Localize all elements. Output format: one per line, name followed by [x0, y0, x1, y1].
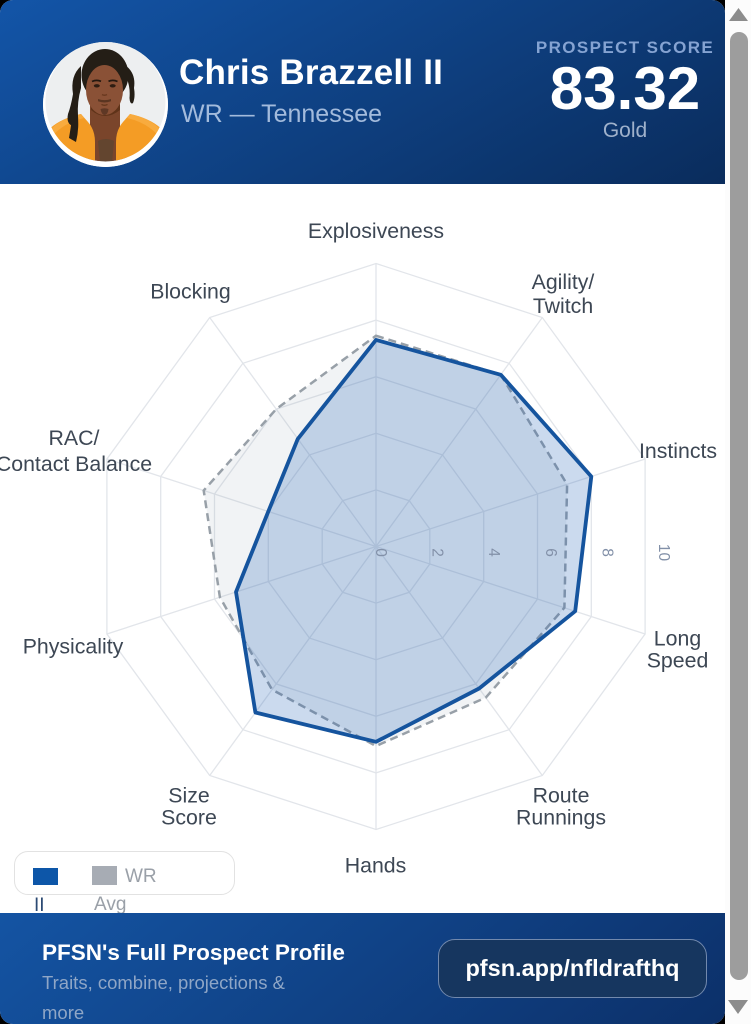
svg-text:Runnings: Runnings — [516, 806, 606, 830]
svg-text:Twitch: Twitch — [533, 294, 593, 318]
svg-text:Contact Balance: Contact Balance — [0, 452, 152, 476]
svg-text:Long: Long — [654, 627, 701, 651]
svg-text:6: 6 — [542, 548, 559, 557]
svg-text:RAC/: RAC/ — [49, 426, 100, 450]
svg-text:0: 0 — [372, 548, 389, 557]
svg-text:Route: Route — [533, 784, 590, 808]
svg-text:Agility/: Agility/ — [532, 270, 595, 294]
svg-text:Physicality: Physicality — [23, 635, 124, 659]
svg-text:Speed: Speed — [647, 649, 709, 673]
svg-text:2: 2 — [429, 548, 446, 557]
svg-text:Score: Score — [161, 806, 217, 830]
svg-text:Instincts: Instincts — [639, 439, 717, 463]
svg-text:8: 8 — [598, 548, 615, 557]
svg-text:Size: Size — [168, 784, 209, 808]
svg-text:Explosiveness: Explosiveness — [308, 219, 444, 243]
svg-text:4: 4 — [485, 548, 502, 557]
svg-text:10: 10 — [655, 544, 672, 562]
svg-text:Blocking: Blocking — [150, 280, 231, 304]
svg-text:Hands: Hands — [345, 854, 407, 878]
